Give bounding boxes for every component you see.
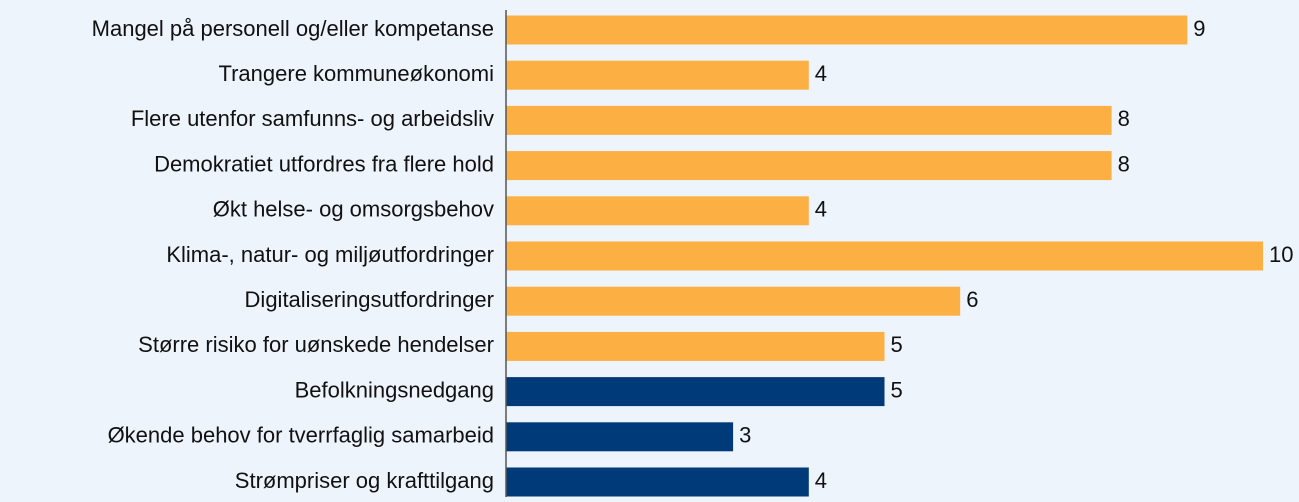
value-label: 8 <box>1118 106 1130 131</box>
bar <box>506 151 1112 181</box>
value-label: 3 <box>739 423 751 448</box>
value-label: 5 <box>891 332 903 357</box>
value-label: 6 <box>966 287 978 312</box>
bar <box>506 241 1263 271</box>
bar <box>506 467 809 497</box>
category-label: Større risiko for uønskede hendelser <box>138 332 494 357</box>
bar <box>506 105 1112 135</box>
category-label: Befolkningsnedgang <box>295 377 494 402</box>
category-label: Økende behov for tverrfaglig samarbeid <box>108 423 494 448</box>
category-label: Strømpriser og krafttilgang <box>235 468 494 493</box>
value-label: 4 <box>815 61 827 86</box>
value-label: 5 <box>891 377 903 402</box>
bar <box>506 286 961 316</box>
value-label: 8 <box>1118 151 1130 176</box>
category-label: Demokratiet utfordres fra flere hold <box>154 151 494 176</box>
value-label: 10 <box>1269 242 1293 267</box>
category-label: Klima-, natur- og miljøutfordringer <box>166 242 494 267</box>
bar <box>506 15 1188 45</box>
value-label: 4 <box>815 468 827 493</box>
category-label: Flere utenfor samfunns- og arbeidsliv <box>131 106 494 131</box>
bar <box>506 422 734 452</box>
bar <box>506 377 885 407</box>
bar <box>506 196 809 226</box>
bar <box>506 60 809 90</box>
category-label: Trangere kommuneøkonomi <box>218 61 494 86</box>
category-label: Digitaliseringsutfordringer <box>245 287 494 312</box>
value-label: 4 <box>815 197 827 222</box>
category-label: Mangel på personell og/eller kompetanse <box>92 16 494 41</box>
category-label: Økt helse- og omsorgsbehov <box>213 197 494 222</box>
value-label: 9 <box>1193 16 1205 41</box>
bar <box>506 331 885 361</box>
